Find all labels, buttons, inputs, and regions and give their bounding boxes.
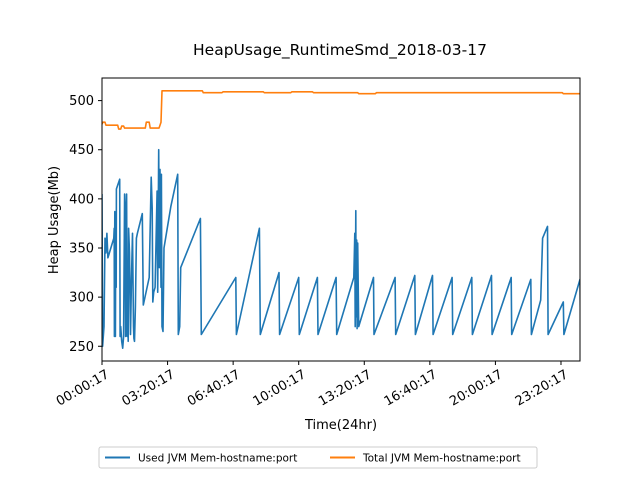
- x-tick-label: 10:00:17: [251, 367, 309, 409]
- x-tick-label: 13:20:17: [316, 367, 374, 409]
- chart-title: HeapUsage_RuntimeSmd_2018-03-17: [193, 41, 487, 60]
- x-tick-label: 00:00:17: [54, 367, 112, 409]
- x-axis-label: Time(24hr): [304, 418, 377, 433]
- y-tick-label: 500: [69, 94, 94, 109]
- x-tick-label: 16:40:17: [382, 367, 440, 409]
- legend-frame: [98, 446, 538, 469]
- series-used-jvm-mem: [102, 148, 580, 349]
- y-tick-label: 400: [69, 192, 94, 207]
- x-tick-label: 06:40:17: [185, 367, 243, 409]
- x-tick-label: 20:00:17: [447, 367, 505, 409]
- x-tick-label: 23:20:17: [513, 367, 571, 409]
- legend-label-total: Total JVM Mem-hostname:port: [362, 453, 521, 465]
- series-total-jvm-mem: [102, 90, 580, 130]
- x-tick-label: 03:20:17: [119, 367, 177, 409]
- y-axis-label: Heap Usage(Mb): [47, 166, 62, 274]
- y-tick-label: 250: [69, 340, 94, 355]
- y-tick-label: 300: [69, 291, 94, 306]
- y-tick-label: 450: [69, 143, 94, 158]
- y-tick-label: 350: [69, 241, 94, 256]
- plot-area-frame: [101, 77, 581, 362]
- legend-label-used: Used JVM Mem-hostname:port: [138, 453, 297, 465]
- legend: Used JVM Mem-hostname:port Total JVM Mem…: [98, 446, 538, 469]
